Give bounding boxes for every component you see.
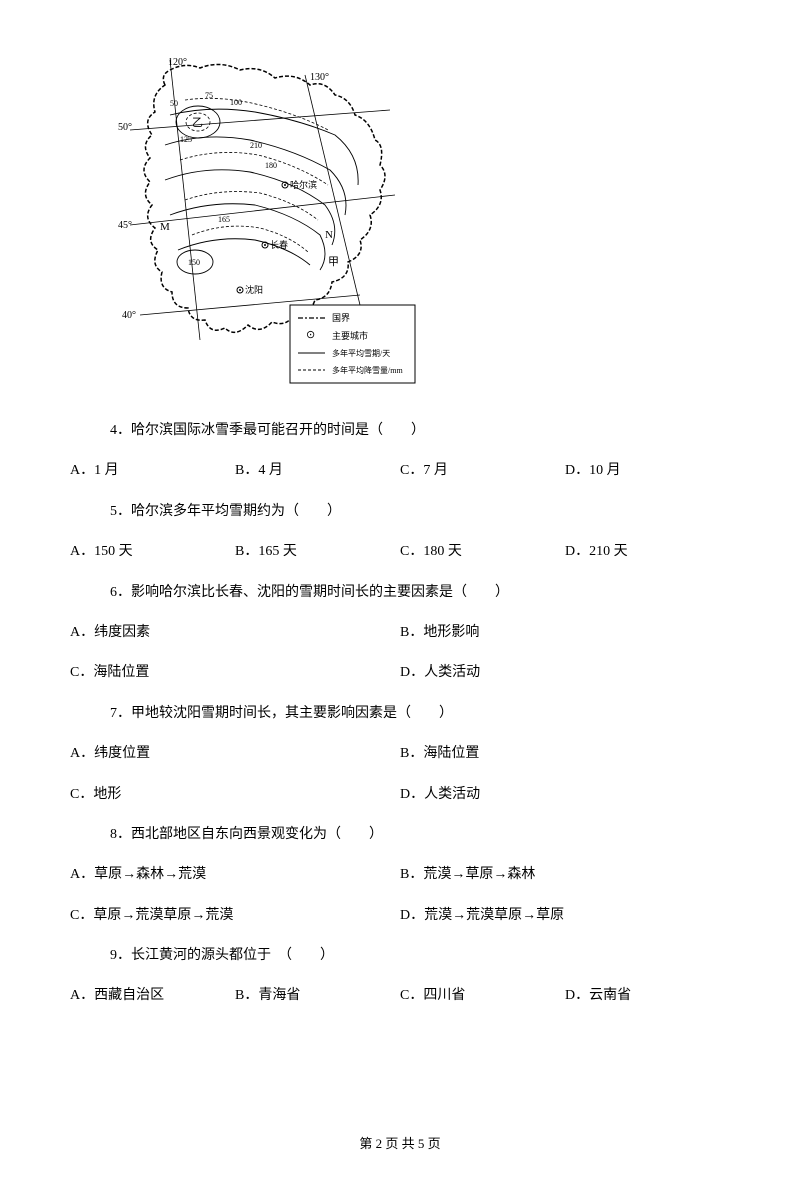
q5-text: 5．哈尔滨多年平均雪期约为（ ）: [110, 501, 730, 523]
q7-options: A．纬度位置 B．海陆位置 C．地形 D．人类活动: [70, 743, 730, 806]
lon-label-2: 130°: [310, 72, 329, 83]
q4-opt-a: A．1 月: [70, 460, 235, 482]
legend-border: 国界: [332, 313, 350, 323]
page-footer: 第 2 页 共 5 页: [0, 1133, 800, 1152]
q8-opt-b: B．荒漠→草原→森林: [400, 864, 730, 886]
city-harbin: 哈尔滨: [290, 179, 317, 190]
q5-opt-b: B．165 天: [235, 541, 400, 563]
lon-label-1: 120°: [168, 57, 187, 68]
q9-opt-c: C．四川省: [400, 985, 565, 1007]
q9-opt-b: B．青海省: [235, 985, 400, 1007]
q6-opt-a: A．纬度因素: [70, 622, 400, 644]
q6-options: A．纬度因素 B．地形影响 C．海陆位置 D．人类活动: [70, 622, 730, 685]
map-figure: 120° 130° 50° 45° 40° 哈尔滨 长春 沈阳 乙 M N 甲 …: [110, 50, 420, 395]
marker-m: M: [160, 221, 170, 233]
map-svg: 120° 130° 50° 45° 40° 哈尔滨 长春 沈阳 乙 M N 甲 …: [110, 50, 420, 395]
q6-text: 6．影响哈尔滨比长春、沈阳的雪期时间长的主要因素是（ ）: [110, 582, 730, 604]
questions-content: 4．哈尔滨国际冰雪季最可能召开的时间是（ ） A．1 月 B．4 月 C．7 月…: [70, 420, 730, 1008]
q9-text: 9．长江黄河的源头都位于 （ ）: [110, 945, 730, 967]
q8-opt-a: A．草原→森林→荒漠: [70, 864, 400, 886]
q8-text: 8．西北部地区自东向西景观变化为（ ）: [110, 824, 730, 846]
lat-label-1: 50°: [118, 122, 132, 133]
marker-jia: 甲: [328, 256, 339, 268]
q4-opt-d: D．10 月: [565, 460, 730, 482]
marker-n: N: [325, 229, 333, 241]
legend-dashed: 多年平均降雪量/mm: [332, 365, 403, 375]
svg-text:⊙: ⊙: [306, 329, 315, 341]
q9-opt-d: D．云南省: [565, 985, 730, 1007]
q6-opt-c: C．海陆位置: [70, 662, 400, 684]
q8-opt-d: D．荒漠→荒漠草原→草原: [400, 905, 730, 927]
map-border: [144, 64, 385, 332]
q7-opt-b: B．海陆位置: [400, 743, 730, 765]
q7-opt-d: D．人类活动: [400, 784, 730, 806]
q4-opt-b: B．4 月: [235, 460, 400, 482]
legend-solid: 多年平均雪期/天: [332, 348, 390, 358]
q8-options: A．草原→森林→荒漠 B．荒漠→草原→森林 C．草原→荒漠草原→荒漠 D．荒漠→…: [70, 864, 730, 927]
q9-options: A．西藏自治区 B．青海省 C．四川省 D．云南省: [70, 985, 730, 1007]
q6-opt-d: D．人类活动: [400, 662, 730, 684]
q5-options: A．150 天 B．165 天 C．180 天 D．210 天: [70, 541, 730, 563]
q4-opt-c: C．7 月: [400, 460, 565, 482]
q4-text: 4．哈尔滨国际冰雪季最可能召开的时间是（ ）: [110, 420, 730, 442]
lat-label-2: 45°: [118, 220, 132, 231]
city-changchun: 长春: [270, 239, 288, 250]
svg-text:180: 180: [265, 161, 277, 170]
q7-text: 7．甲地较沈阳雪期时间长，其主要影响因素是（ ）: [110, 703, 730, 725]
q5-opt-c: C．180 天: [400, 541, 565, 563]
q9-opt-a: A．西藏自治区: [70, 985, 235, 1007]
marker-yi: 乙: [192, 116, 203, 129]
svg-text:210: 210: [250, 141, 262, 150]
q7-opt-a: A．纬度位置: [70, 743, 400, 765]
legend-city: 主要城市: [332, 330, 368, 341]
svg-text:50: 50: [170, 99, 178, 108]
q5-opt-a: A．150 天: [70, 541, 235, 563]
svg-text:150: 150: [188, 258, 200, 267]
svg-text:100: 100: [230, 98, 242, 107]
svg-text:75: 75: [205, 91, 213, 100]
q7-opt-c: C．地形: [70, 784, 400, 806]
q6-opt-b: B．地形影响: [400, 622, 730, 644]
q5-opt-d: D．210 天: [565, 541, 730, 563]
city-shenyang: 沈阳: [245, 284, 263, 295]
q8-opt-c: C．草原→荒漠草原→荒漠: [70, 905, 400, 927]
svg-text:165: 165: [218, 215, 230, 224]
svg-text:125: 125: [180, 135, 192, 144]
q4-options: A．1 月 B．4 月 C．7 月 D．10 月: [70, 460, 730, 482]
lat-label-3: 40°: [122, 310, 136, 321]
